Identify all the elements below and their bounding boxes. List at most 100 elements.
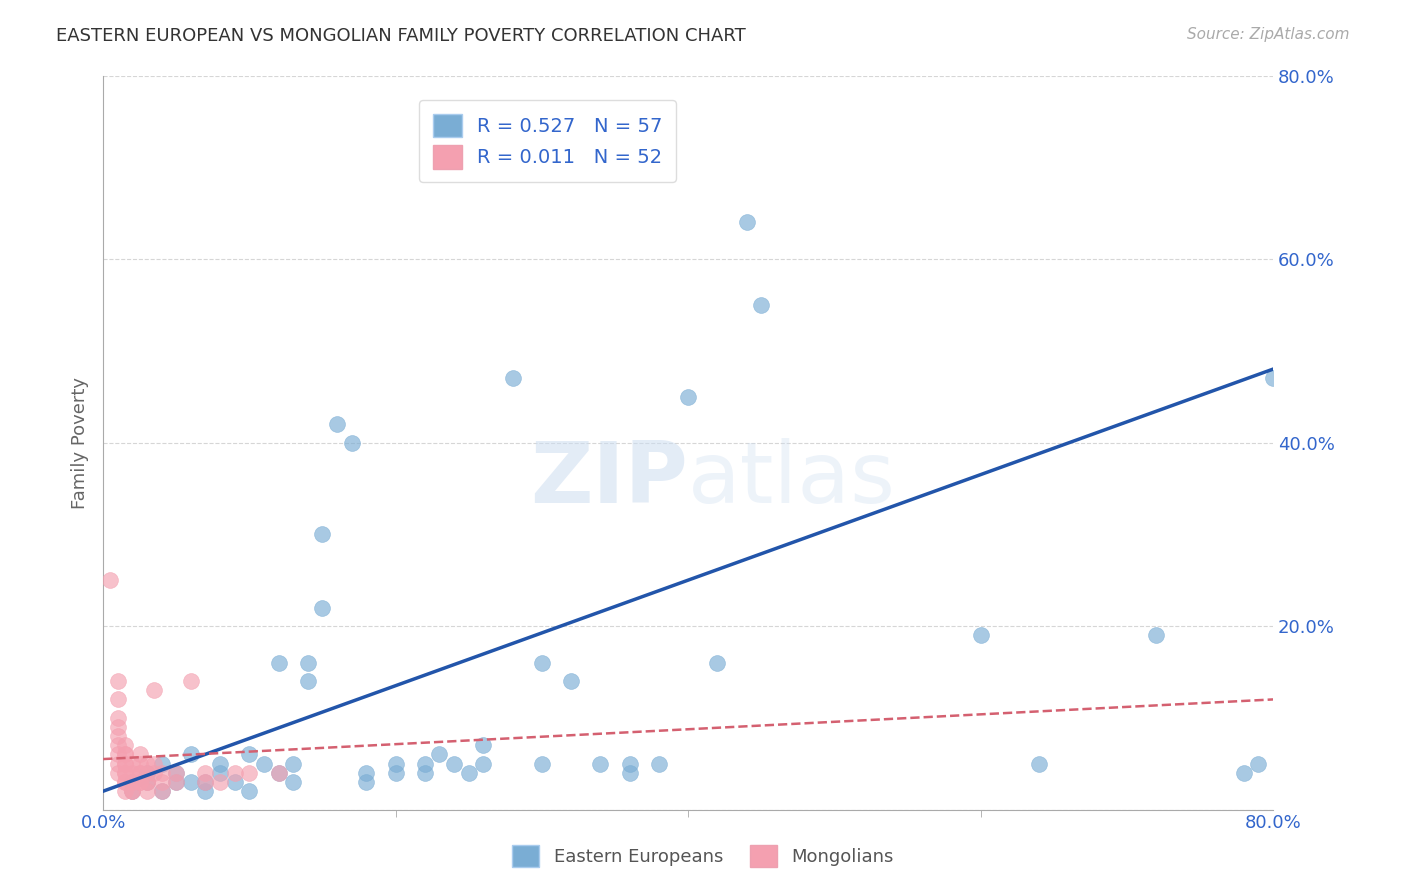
Point	[209, 756, 232, 771]
Point	[224, 765, 246, 780]
Y-axis label: Family Poverty: Family Poverty	[72, 376, 89, 508]
Point	[267, 765, 290, 780]
Point	[107, 756, 129, 771]
Point	[150, 784, 173, 798]
Point	[107, 747, 129, 762]
Point	[136, 775, 159, 789]
Point	[114, 765, 136, 780]
Point	[128, 775, 150, 789]
Point	[619, 765, 641, 780]
Point	[107, 720, 129, 734]
Point	[384, 756, 406, 771]
Point	[136, 784, 159, 798]
Point	[143, 756, 166, 771]
Point	[706, 656, 728, 670]
Point	[1028, 756, 1050, 771]
Point	[340, 435, 363, 450]
Point	[128, 765, 150, 780]
Point	[413, 756, 436, 771]
Point	[589, 756, 612, 771]
Point	[209, 765, 232, 780]
Point	[472, 739, 495, 753]
Point	[121, 775, 143, 789]
Point	[648, 756, 671, 771]
Point	[180, 775, 202, 789]
Point	[136, 775, 159, 789]
Point	[180, 747, 202, 762]
Point	[969, 628, 991, 642]
Point	[121, 756, 143, 771]
Point	[749, 298, 772, 312]
Point	[356, 775, 378, 789]
Point	[238, 747, 260, 762]
Point	[194, 784, 217, 798]
Point	[267, 765, 290, 780]
Point	[283, 756, 305, 771]
Point	[1233, 765, 1256, 780]
Point	[165, 775, 187, 789]
Point	[297, 656, 319, 670]
Text: ZIP: ZIP	[530, 438, 688, 521]
Point	[472, 756, 495, 771]
Point	[114, 739, 136, 753]
Point	[150, 756, 173, 771]
Point	[560, 674, 582, 689]
Point	[1144, 628, 1167, 642]
Point	[136, 765, 159, 780]
Text: Source: ZipAtlas.com: Source: ZipAtlas.com	[1187, 27, 1350, 42]
Point	[114, 765, 136, 780]
Point	[619, 756, 641, 771]
Point	[128, 775, 150, 789]
Point	[128, 765, 150, 780]
Point	[180, 674, 202, 689]
Point	[114, 747, 136, 762]
Point	[121, 784, 143, 798]
Point	[194, 765, 217, 780]
Point	[413, 765, 436, 780]
Point	[150, 765, 173, 780]
Point	[224, 775, 246, 789]
Text: EASTERN EUROPEAN VS MONGOLIAN FAMILY POVERTY CORRELATION CHART: EASTERN EUROPEAN VS MONGOLIAN FAMILY POV…	[56, 27, 747, 45]
Point	[107, 729, 129, 743]
Point	[735, 215, 758, 229]
Point	[150, 784, 173, 798]
Point	[530, 756, 553, 771]
Point	[121, 784, 143, 798]
Point	[384, 765, 406, 780]
Text: atlas: atlas	[688, 438, 896, 521]
Point	[457, 765, 479, 780]
Point	[443, 756, 465, 771]
Point	[107, 674, 129, 689]
Point	[143, 765, 166, 780]
Point	[238, 784, 260, 798]
Point	[121, 775, 143, 789]
Point	[165, 765, 187, 780]
Point	[114, 756, 136, 771]
Point	[143, 683, 166, 698]
Point	[356, 765, 378, 780]
Point	[107, 711, 129, 725]
Point	[114, 756, 136, 771]
Point	[326, 417, 349, 432]
Point	[253, 756, 276, 771]
Point	[165, 765, 187, 780]
Point	[311, 527, 333, 541]
Point	[121, 775, 143, 789]
Point	[136, 775, 159, 789]
Point	[114, 784, 136, 798]
Point	[107, 765, 129, 780]
Legend: R = 0.527   N = 57, R = 0.011   N = 52: R = 0.527 N = 57, R = 0.011 N = 52	[419, 100, 676, 182]
Point	[530, 656, 553, 670]
Point	[114, 775, 136, 789]
Point	[1261, 371, 1284, 385]
Point	[311, 600, 333, 615]
Point	[100, 573, 122, 587]
Point	[107, 692, 129, 706]
Point	[502, 371, 524, 385]
Point	[429, 747, 451, 762]
Point	[150, 775, 173, 789]
Point	[128, 747, 150, 762]
Point	[238, 765, 260, 780]
Point	[194, 775, 217, 789]
Point	[114, 775, 136, 789]
